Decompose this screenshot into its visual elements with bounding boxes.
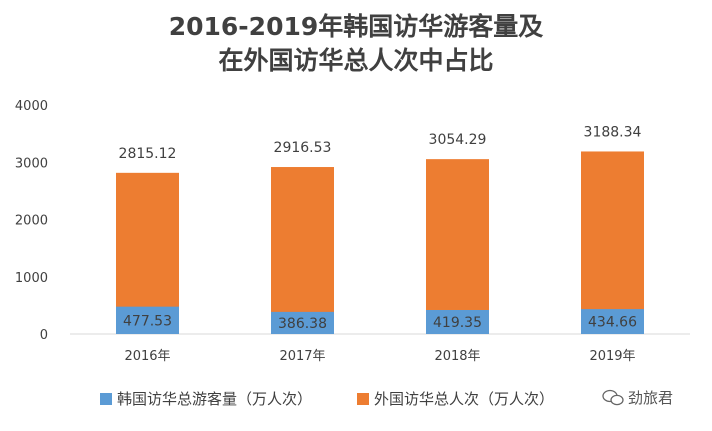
bar-foreign-total (426, 159, 489, 334)
legend-item-foreign: 外国访华总人次（万人次） (357, 388, 554, 409)
stacked-bar-chart: 0 1000 2000 3000 4000 477.53 2815.12 2016年 386.3… (15, 99, 690, 364)
legend-swatch-korea (100, 392, 112, 405)
data-label-foreign: 2815.12 (119, 146, 177, 162)
data-label-korea: 434.66 (588, 315, 637, 331)
bar-foreign-total (271, 167, 334, 334)
x-tick-label: 2018年 (434, 349, 480, 364)
data-label-foreign: 3054.29 (429, 132, 487, 148)
data-label-foreign: 3188.34 (584, 124, 642, 140)
x-tick-label: 2017年 (279, 349, 325, 364)
chart-legend: 韩国访华总游客量（万人次） 外国访华总人次（万人次） (0, 388, 712, 412)
bar-korea (271, 311, 334, 334)
legend-label-foreign: 外国访华总人次（万人次） (374, 390, 555, 408)
y-tick-label: 0 (40, 328, 48, 343)
bar-korea (426, 309, 489, 334)
y-tick-label: 1000 (15, 271, 48, 286)
x-tick-label: 2016年 (124, 349, 170, 364)
chart-title-line1: 2016-2019年韩国访华游客量及 (168, 12, 544, 41)
chart-title-line2: 在外国访华总人次中占比 (218, 46, 494, 75)
data-label-korea: 419.35 (433, 315, 482, 331)
legend-swatch-foreign (357, 392, 369, 405)
data-label-korea: 477.53 (123, 313, 172, 329)
legend-item-korea: 韩国访华总游客量（万人次） (100, 388, 312, 409)
y-tick-label: 2000 (15, 214, 48, 229)
bar-foreign-total (581, 151, 644, 334)
data-label-korea: 386.38 (278, 316, 327, 332)
watermark-text: 劲旅君 (628, 389, 674, 407)
x-tick-label: 2019年 (589, 349, 635, 364)
wechat-icon (602, 389, 624, 405)
data-label-foreign: 2916.53 (274, 140, 332, 156)
bar-korea (116, 306, 179, 334)
legend-label-korea: 韩国访华总游客量（万人次） (117, 390, 313, 408)
y-tick-label: 4000 (15, 99, 48, 114)
y-tick-label: 3000 (15, 156, 48, 171)
bar-korea (581, 309, 644, 334)
watermark: 劲旅君 (602, 387, 673, 408)
